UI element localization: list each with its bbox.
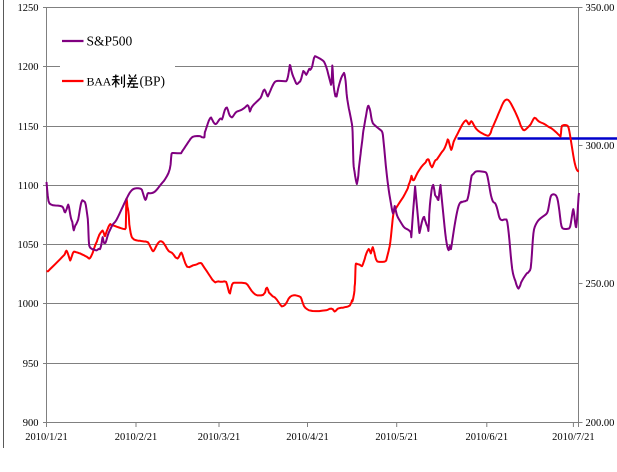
svg-text:2010/3/21: 2010/3/21 [198,432,241,443]
svg-text:350.00: 350.00 [586,3,615,14]
svg-text:(BP): (BP) [140,74,166,89]
svg-text:1200: 1200 [18,62,39,73]
svg-text:900: 900 [23,418,39,429]
svg-text:250.00: 250.00 [586,279,615,290]
svg-text:2010/4/21: 2010/4/21 [286,432,329,443]
svg-text:300.00: 300.00 [586,141,615,152]
svg-text:1100: 1100 [18,181,39,192]
svg-text:S&P500: S&P500 [87,34,133,49]
svg-text:1150: 1150 [18,122,39,133]
svg-text:1000: 1000 [18,299,39,310]
svg-text:BAA: BAA [87,75,112,89]
svg-text:2010/7/21: 2010/7/21 [552,432,595,443]
svg-text:2010/1/21: 2010/1/21 [25,432,68,443]
svg-text:1050: 1050 [18,240,39,251]
svg-text:200.00: 200.00 [586,418,615,429]
svg-text:2010/5/21: 2010/5/21 [375,432,418,443]
svg-text:1250: 1250 [18,3,39,14]
svg-text:950: 950 [23,359,39,370]
svg-text:2010/6/21: 2010/6/21 [466,432,509,443]
svg-text:2010/2/21: 2010/2/21 [115,432,158,443]
